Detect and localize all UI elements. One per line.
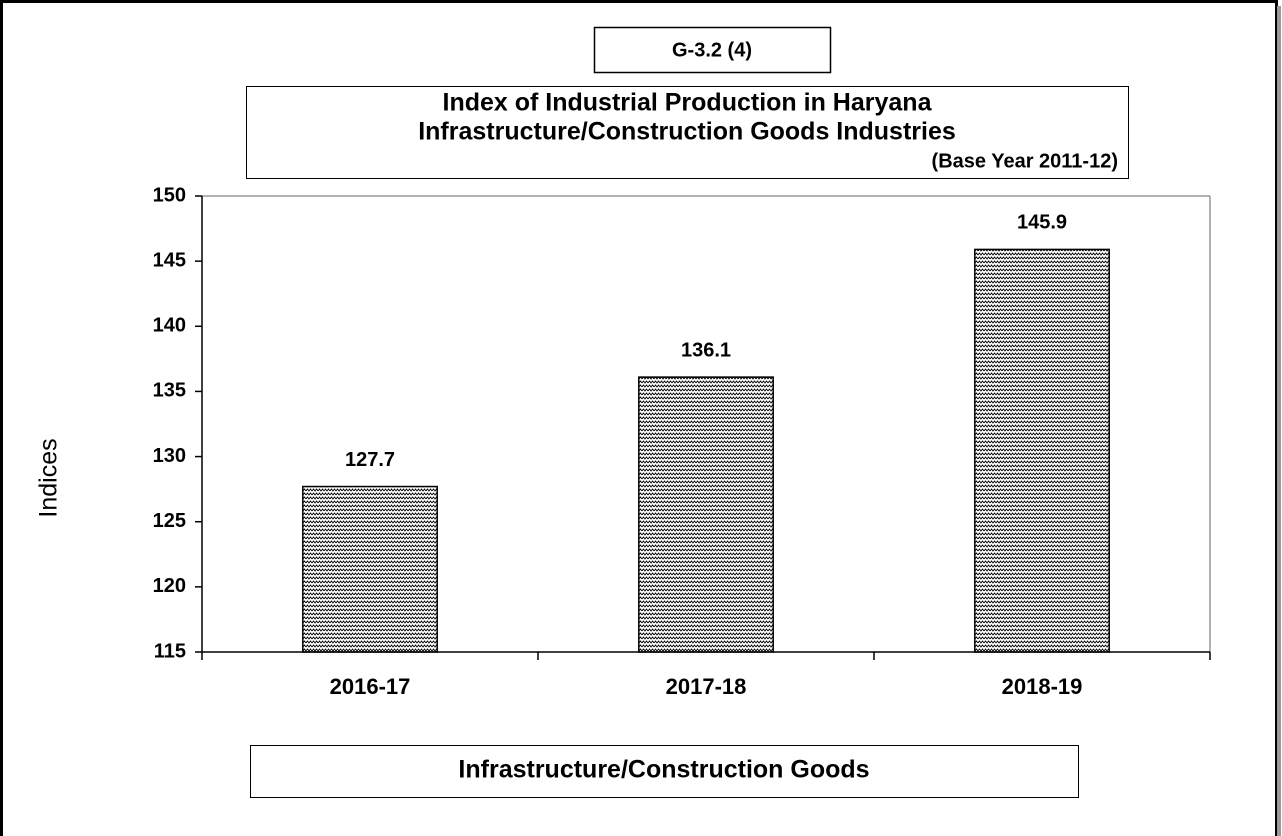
y-axis-title: Indices — [35, 438, 63, 517]
x-tick-label: 2018-19 — [1002, 674, 1083, 699]
bar — [974, 248, 1110, 653]
subtitle: (Base Year 2011-12) — [932, 150, 1118, 172]
title-box — [246, 86, 1129, 179]
y-tick-label: 115 — [154, 640, 186, 662]
y-tick-label: 150 — [153, 184, 186, 206]
y-tick-label: 140 — [153, 315, 186, 337]
y-tick-label: 125 — [153, 510, 186, 532]
y-tick-label: 145 — [153, 249, 186, 271]
chart-id: G-3.2 (4) — [672, 39, 752, 61]
x-axis-title: Infrastructure/Construction Goods — [458, 756, 869, 784]
data-label: 127.7 — [345, 449, 395, 471]
chart-id-box — [593, 26, 832, 74]
bar — [638, 376, 774, 653]
frame-shadow — [1277, 6, 1281, 836]
y-tick-label: 135 — [153, 380, 186, 402]
x-tick-label: 2016-17 — [330, 674, 411, 699]
y-tick-label: 120 — [153, 575, 186, 597]
y-tick-label: 130 — [153, 445, 186, 467]
bar — [302, 485, 438, 653]
chart-title: Index of Industrial Production in Haryan… — [443, 89, 933, 117]
data-label: 145.9 — [1017, 212, 1067, 234]
chart-title: Infrastructure/Construction Goods Indust… — [418, 118, 956, 146]
data-label: 136.1 — [681, 339, 731, 361]
x-axis-title-box — [250, 745, 1079, 798]
x-tick-label: 2017-18 — [666, 674, 747, 699]
